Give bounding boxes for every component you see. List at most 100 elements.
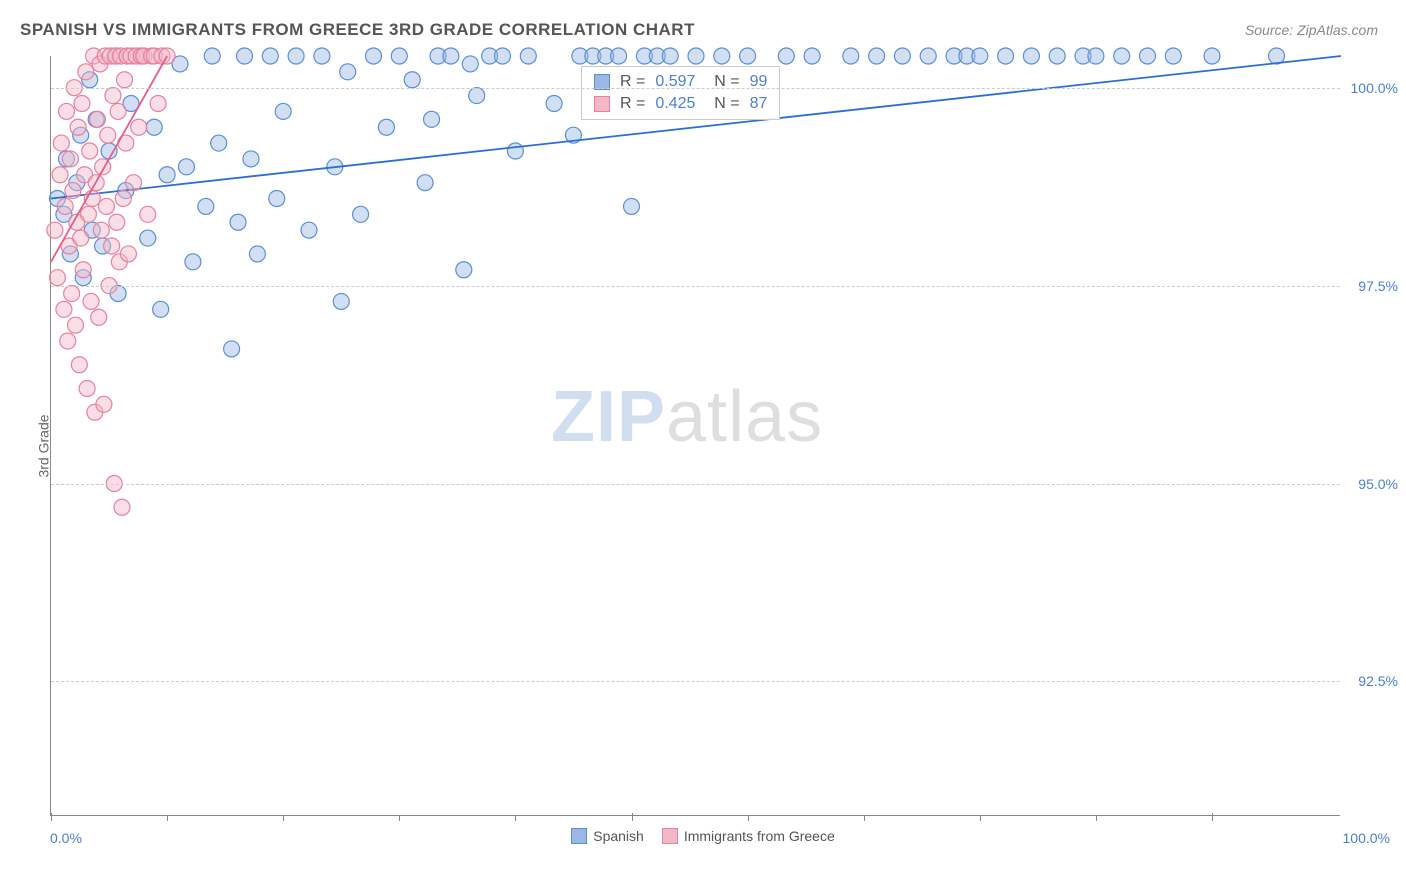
data-point bbox=[89, 111, 105, 127]
data-point bbox=[391, 48, 407, 64]
data-point bbox=[185, 254, 201, 270]
data-point bbox=[804, 48, 820, 64]
data-point bbox=[71, 357, 87, 373]
data-point bbox=[56, 301, 72, 317]
x-tick bbox=[748, 816, 749, 821]
data-point bbox=[73, 230, 89, 246]
data-point bbox=[82, 143, 98, 159]
data-point bbox=[288, 48, 304, 64]
x-tick bbox=[167, 816, 168, 821]
data-point bbox=[1049, 48, 1065, 64]
data-point bbox=[237, 48, 253, 64]
data-point bbox=[52, 167, 68, 183]
data-point bbox=[507, 143, 523, 159]
data-point bbox=[204, 48, 220, 64]
y-tick-label: 97.5% bbox=[1346, 278, 1398, 294]
data-point bbox=[443, 48, 459, 64]
data-point bbox=[146, 119, 162, 135]
data-point bbox=[340, 64, 356, 80]
data-point bbox=[1140, 48, 1156, 64]
data-point bbox=[98, 198, 114, 214]
data-point bbox=[546, 96, 562, 112]
data-point bbox=[843, 48, 859, 64]
data-point bbox=[126, 175, 142, 191]
x-tick bbox=[1212, 813, 1213, 821]
x-tick bbox=[51, 813, 52, 821]
x-tick bbox=[399, 816, 400, 821]
data-point bbox=[333, 293, 349, 309]
data-point bbox=[1204, 48, 1220, 64]
data-point bbox=[211, 135, 227, 151]
data-point bbox=[120, 246, 136, 262]
series-swatch bbox=[594, 96, 610, 112]
data-point bbox=[920, 48, 936, 64]
data-point bbox=[131, 119, 147, 135]
y-tick-label: 95.0% bbox=[1346, 476, 1398, 492]
stats-r-value: 0.425 bbox=[655, 95, 695, 113]
data-point bbox=[62, 151, 78, 167]
data-point bbox=[110, 103, 126, 119]
legend-swatch bbox=[571, 828, 587, 844]
x-tick bbox=[864, 816, 865, 821]
data-point bbox=[159, 48, 175, 64]
data-point bbox=[301, 222, 317, 238]
stats-n-value: 87 bbox=[750, 95, 768, 113]
data-point bbox=[79, 381, 95, 397]
data-point bbox=[249, 246, 265, 262]
gridline bbox=[51, 681, 1340, 682]
data-point bbox=[91, 309, 107, 325]
data-point bbox=[64, 286, 80, 302]
legend-swatch bbox=[662, 828, 678, 844]
data-point bbox=[47, 222, 63, 238]
plot-area: ZIPatlas R =0.597 N =99R =0.425 N =87 10… bbox=[50, 56, 1340, 816]
data-point bbox=[114, 499, 130, 515]
data-point bbox=[80, 206, 96, 222]
data-point bbox=[269, 191, 285, 207]
data-point bbox=[198, 198, 214, 214]
data-point bbox=[109, 214, 125, 230]
chart-title: SPANISH VS IMMIGRANTS FROM GREECE 3RD GR… bbox=[20, 20, 695, 40]
legend: SpanishImmigrants from Greece bbox=[0, 828, 1406, 844]
stats-r-label: R = bbox=[620, 95, 645, 113]
x-tick bbox=[1096, 816, 1097, 821]
correlation-stats-box: R =0.597 N =99R =0.425 N =87 bbox=[581, 66, 780, 120]
data-point bbox=[57, 198, 73, 214]
data-point bbox=[366, 48, 382, 64]
y-tick-label: 100.0% bbox=[1346, 80, 1398, 96]
legend-item: Immigrants from Greece bbox=[662, 828, 835, 844]
data-point bbox=[624, 198, 640, 214]
x-tick bbox=[980, 816, 981, 821]
data-point bbox=[68, 317, 84, 333]
data-point bbox=[96, 396, 112, 412]
gridline bbox=[51, 286, 1340, 287]
data-point bbox=[1269, 48, 1285, 64]
gridline bbox=[51, 88, 1340, 89]
data-point bbox=[778, 48, 794, 64]
data-point bbox=[611, 48, 627, 64]
stats-row: R = 0.425 N = 87 bbox=[582, 93, 779, 115]
data-point bbox=[78, 64, 94, 80]
x-tick bbox=[283, 816, 284, 821]
x-tick bbox=[515, 816, 516, 821]
data-point bbox=[159, 167, 175, 183]
data-point bbox=[417, 175, 433, 191]
data-point bbox=[117, 72, 133, 88]
y-tick-label: 92.5% bbox=[1346, 673, 1398, 689]
data-point bbox=[74, 96, 90, 112]
data-point bbox=[353, 206, 369, 222]
x-tick bbox=[632, 813, 633, 821]
data-point bbox=[49, 270, 65, 286]
data-point bbox=[378, 119, 394, 135]
data-point bbox=[153, 301, 169, 317]
data-point bbox=[115, 191, 131, 207]
data-point bbox=[100, 127, 116, 143]
gridline bbox=[51, 484, 1340, 485]
legend-label: Immigrants from Greece bbox=[684, 828, 835, 844]
stats-n-label: N = bbox=[705, 95, 739, 113]
data-point bbox=[998, 48, 1014, 64]
data-point bbox=[104, 238, 120, 254]
data-point bbox=[140, 230, 156, 246]
data-point bbox=[53, 135, 69, 151]
data-point bbox=[894, 48, 910, 64]
data-point bbox=[93, 222, 109, 238]
